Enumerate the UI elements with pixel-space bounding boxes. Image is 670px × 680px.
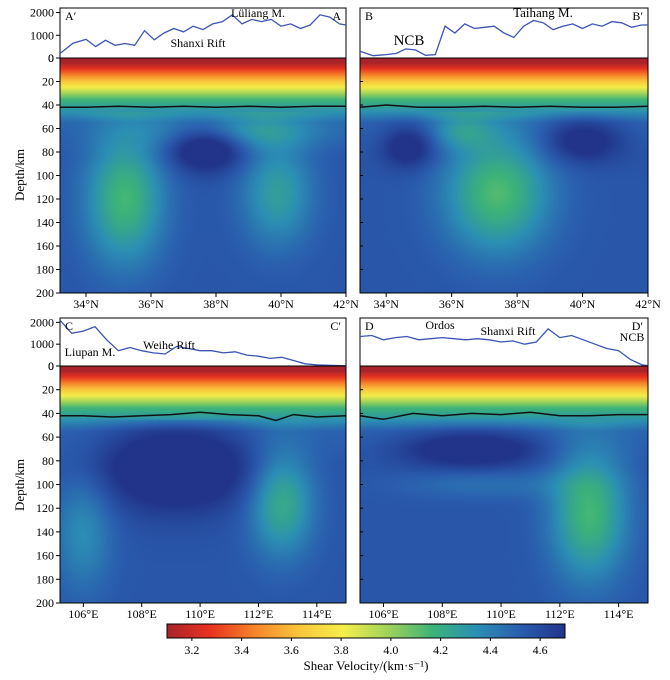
profile-end-label: B′ [632, 9, 643, 23]
depth-tick-label: 140 [36, 525, 54, 539]
x-tick-label: 114°E [604, 607, 634, 621]
depth-tick-label: 180 [36, 263, 54, 277]
profile-start-label: A′ [65, 9, 77, 23]
colorbar-tick-label: 4.4 [483, 643, 498, 657]
profile-end-label: D′ [632, 319, 644, 333]
y-axis-label-bottom: Depth/km [12, 459, 27, 511]
profile-start-label: D [365, 319, 374, 333]
velocity-section-image [60, 366, 346, 603]
depth-tick-label: 100 [36, 478, 54, 492]
depth-tick-label: 100 [36, 169, 54, 183]
depth-tick-label: 120 [36, 501, 54, 515]
topo-tick-label: 0 [48, 51, 54, 65]
colorbar-tick-label: 4.6 [533, 643, 548, 657]
depth-tick-label: 0 [48, 51, 54, 65]
x-tick-label: 106°E [368, 607, 398, 621]
depth-tick-label: 120 [36, 192, 54, 206]
topography-frame [59, 7, 347, 59]
topo-tick-label: 2000 [30, 6, 54, 20]
x-tick-label: 108°E [127, 607, 157, 621]
depth-tick-label: 160 [36, 549, 54, 563]
depth-tick-label: 40 [42, 406, 54, 420]
depth-tick-label: 80 [42, 454, 54, 468]
x-tick-label: 36°N [439, 297, 465, 311]
annotation-label: Shanxi Rift [170, 36, 226, 50]
x-tick-label: 34°N [73, 297, 99, 311]
depth-tick-label: 180 [36, 572, 54, 586]
colorbar-tick-label: 4.0 [383, 643, 398, 657]
annotation-label: NCB [620, 330, 645, 344]
moho-line [359, 104, 649, 109]
x-tick-label: 38°N [504, 297, 530, 311]
depth-tick-label: 80 [42, 145, 54, 159]
x-tick-label: 112°E [545, 607, 575, 621]
depth-tick-label: 200 [36, 596, 54, 610]
topography-line [359, 19, 648, 57]
depth-tick-label: 20 [42, 383, 54, 397]
depth-tick-label: 20 [42, 75, 54, 89]
annotation-label: Shanxi Rift [480, 324, 536, 338]
annotation-label: Liupan M. [65, 345, 116, 359]
velocity-section-image [60, 58, 346, 293]
colorbar-tick-label: 4.2 [433, 643, 448, 657]
colorbar: 3.2 3.4 3.6 3.8 4.0 4.2 4.4 4.6 Shear Velocity/(… [166, 623, 566, 673]
profile-end-label: A [332, 9, 341, 23]
topo-tick-label: 1000 [30, 337, 54, 351]
velocity-section-image [360, 58, 648, 293]
colorbar-tick-label: 3.4 [234, 643, 249, 657]
x-tick-label: 106°E [68, 607, 98, 621]
profile-start-label: B [365, 9, 373, 23]
topo-tick-label: 0 [48, 359, 54, 373]
y-axis-label-top: Depth/km [12, 149, 27, 201]
x-tick-label: 40°N [570, 297, 596, 311]
panel-top-right: B B′ Taihang M. NCB 34°N 36°N 38°N 40°N 42°N [359, 5, 661, 311]
x-tick-label: 34°N [373, 297, 399, 311]
x-tick-label: 42°N [635, 297, 661, 311]
moho-line [60, 105, 346, 109]
x-tick-label: 110°E [185, 607, 215, 621]
colorbar-bar [166, 623, 566, 639]
profile-start-label: C [65, 319, 73, 333]
velocity-section-image [360, 366, 648, 603]
x-tick-label: 38°N [203, 297, 229, 311]
annotation-label: Lüliang M. [231, 6, 285, 20]
x-tick-label: 112°E [244, 607, 274, 621]
x-tick-label: 108°E [427, 607, 457, 621]
x-tick-label: 114°E [302, 607, 332, 621]
moho-line [359, 411, 648, 421]
depth-tick-label: 200 [36, 286, 54, 300]
topo-tick-label: 1000 [30, 28, 54, 42]
annotation-label: Weihe Rift [143, 338, 196, 352]
colorbar-label: Shear Velocity/(km·s⁻¹) [304, 658, 429, 673]
topo-tick-label: 2000 [30, 315, 54, 329]
profile-end-label: C′ [330, 319, 341, 333]
colorbar-tick-label: 3.6 [284, 643, 299, 657]
depth-tick-label: 60 [42, 430, 54, 444]
depth-tick-label: 40 [42, 98, 54, 112]
topography-line [59, 13, 347, 55]
colorbar-tick-label: 3.2 [184, 643, 199, 657]
annotation-label: NCB [394, 33, 425, 49]
x-tick-label: 40°N [268, 297, 294, 311]
depth-tick-label: 160 [36, 239, 54, 253]
x-tick-label: 36°N [138, 297, 164, 311]
topography-line [359, 328, 649, 367]
depth-tick-label: 0 [48, 359, 54, 373]
topography-line [59, 319, 347, 367]
depth-tick-label: 60 [42, 122, 54, 136]
moho-line [60, 411, 347, 422]
annotation-label: Ordos [425, 318, 455, 332]
topography-frame [59, 317, 347, 367]
x-tick-label: 42°N [333, 297, 359, 311]
panel-bottom-right: D D′ Ordos Shanxi Rift NCB 106°E 108°E 110°E 112… [359, 317, 649, 621]
annotation-label: Taihang M. [513, 5, 573, 20]
depth-tick-label: 140 [36, 216, 54, 230]
colorbar-tick-label: 3.8 [334, 643, 349, 657]
x-tick-label: 110°E [486, 607, 516, 621]
